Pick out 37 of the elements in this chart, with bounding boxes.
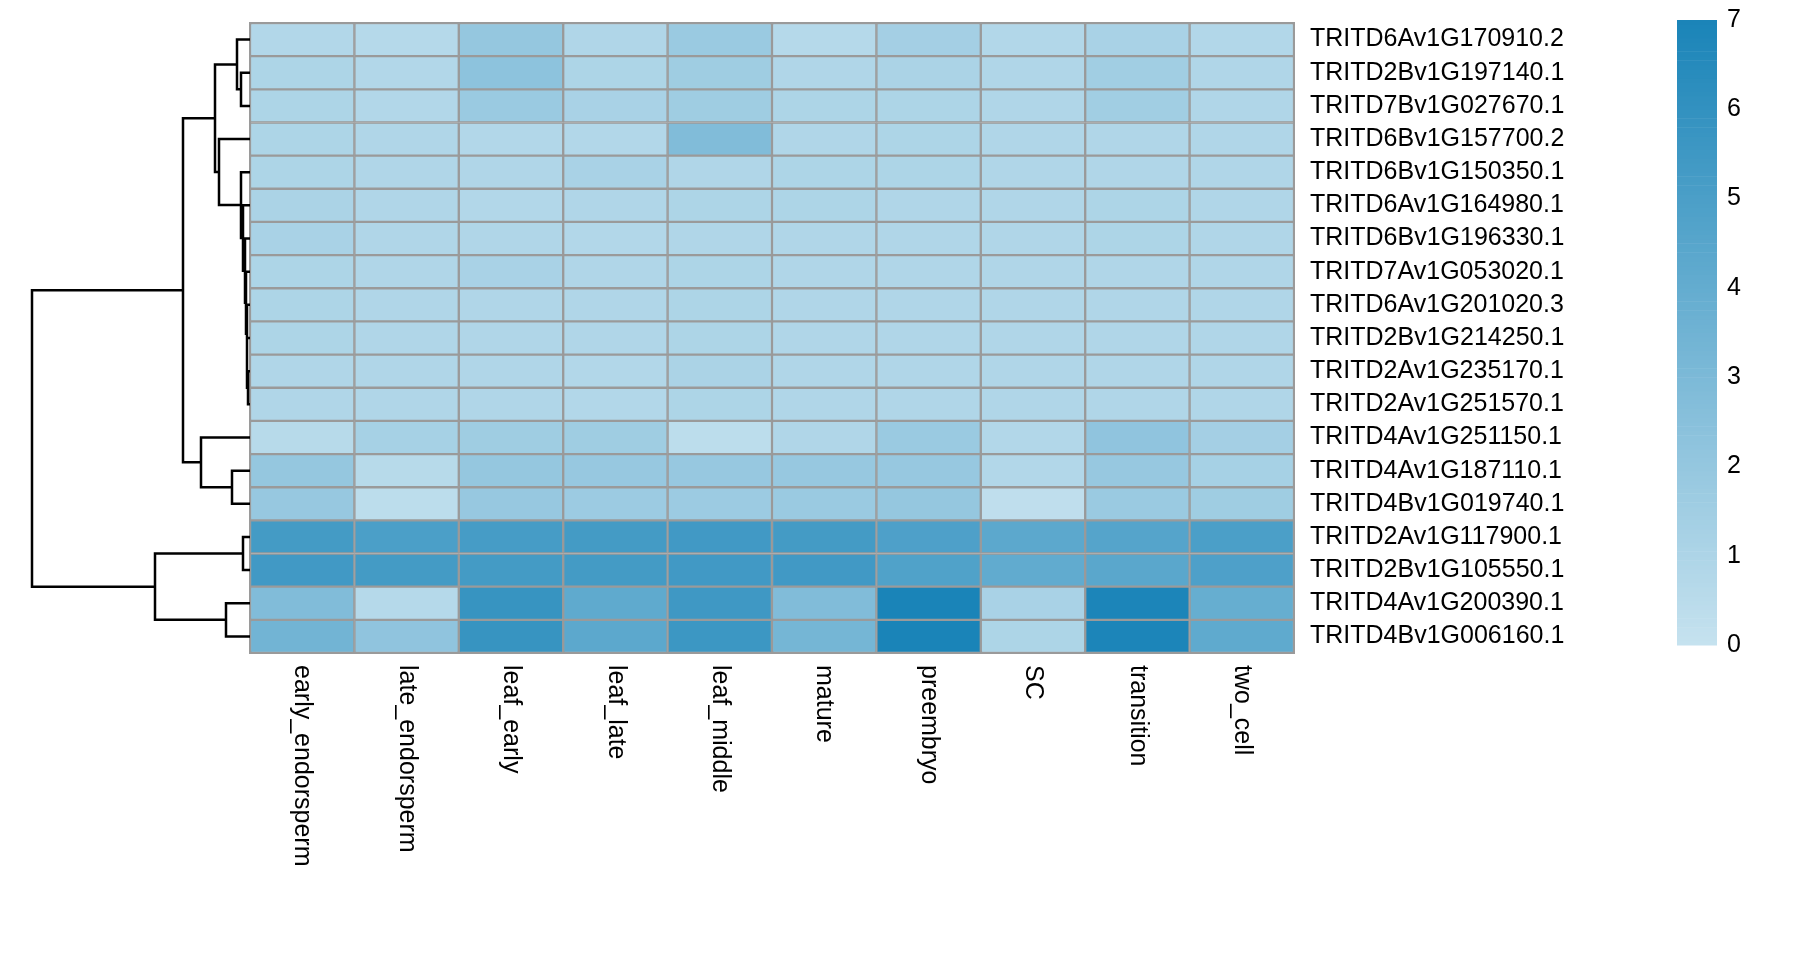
color-bar-label: 1 <box>1727 539 1741 568</box>
x-tick-label: preembryo <box>916 665 945 785</box>
y-tick-label: TRITD4Av1G187110.1 <box>1310 454 1562 483</box>
y-tick-label: TRITD6Bv1G157700.2 <box>1310 122 1565 151</box>
y-tick-label: TRITD6Bv1G196330.1 <box>1310 222 1565 251</box>
color-bar-label: 0 <box>1727 628 1741 657</box>
color-bar-label: 4 <box>1727 271 1741 300</box>
y-tick-label: TRITD7Av1G053020.1 <box>1310 255 1564 284</box>
color-bar-label: 5 <box>1727 182 1741 211</box>
y-tick-label: TRITD2Av1G117900.1 <box>1310 520 1562 549</box>
x-tick-label: early_endorsperm <box>290 665 319 867</box>
x-tick-label: leaf_early <box>499 665 528 774</box>
y-tick-label: TRITD7Bv1G027670.1 <box>1310 89 1565 118</box>
color-bar-label: 3 <box>1727 361 1741 390</box>
y-tick-label: TRITD4Bv1G006160.1 <box>1310 620 1565 649</box>
color-bar-label: 6 <box>1727 93 1741 122</box>
x-tick-label: two_cell <box>1229 665 1258 756</box>
x-tick-label: leaf_middle <box>707 665 736 793</box>
x-tick-label: transition <box>1125 665 1154 767</box>
y-tick-label: TRITD2Bv1G214250.1 <box>1310 321 1565 350</box>
y-tick-label: TRITD2Bv1G105550.1 <box>1310 554 1565 582</box>
y-tick-label: TRITD6Av1G164980.1 <box>1310 189 1564 218</box>
y-tick-label: TRITD6Av1G201020.3 <box>1310 288 1564 317</box>
x-tick-label: late_endorsperm <box>394 665 423 853</box>
y-tick-label: TRITD4Av1G251150.1 <box>1310 421 1562 450</box>
x-tick-label: mature <box>812 665 841 743</box>
y-tick-label: TRITD2Bv1G197140.1 <box>1310 56 1565 85</box>
x-tick-label: leaf_late <box>603 665 632 760</box>
y-tick-label: TRITD6Bv1G150350.1 <box>1310 156 1565 185</box>
color-bar-label: 7 <box>1727 3 1741 32</box>
y-tick-label: TRITD6Av1G170910.2 <box>1310 23 1564 52</box>
color-bar-label: 2 <box>1727 450 1741 479</box>
y-tick-label: TRITD2Av1G251570.1 <box>1310 388 1564 417</box>
y-tick-label: TRITD2Av1G235170.1 <box>1310 355 1564 384</box>
y-tick-label: TRITD4Bv1G019740.1 <box>1310 487 1565 516</box>
x-tick-label: SC <box>1021 665 1050 700</box>
y-tick-label: TRITD4Av1G200390.1 <box>1310 587 1564 616</box>
